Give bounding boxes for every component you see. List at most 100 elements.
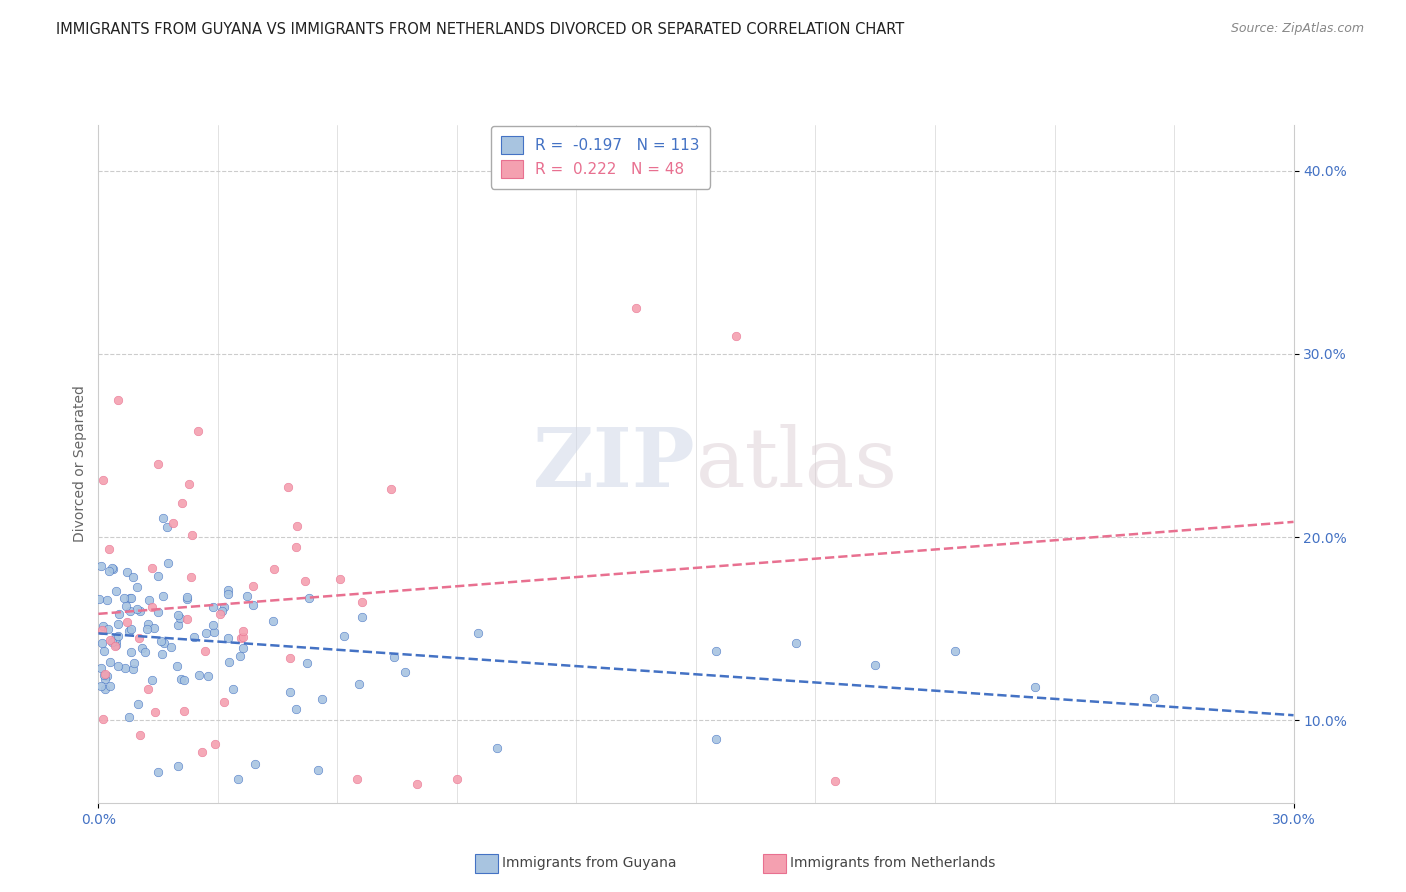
Point <box>204 737 226 751</box>
Point <box>785 636 807 650</box>
Point <box>91 712 114 726</box>
Point <box>294 574 316 589</box>
Point <box>120 604 142 618</box>
Point <box>118 624 141 639</box>
Point <box>93 668 115 682</box>
Point <box>104 632 127 647</box>
Point <box>129 728 152 742</box>
Point <box>156 556 179 570</box>
Point <box>127 602 149 616</box>
Point <box>121 622 143 636</box>
Point <box>90 558 112 573</box>
Point <box>298 591 321 606</box>
Point <box>150 647 173 661</box>
Point <box>94 667 117 681</box>
Point <box>117 615 139 630</box>
Point <box>212 695 235 709</box>
Point <box>307 763 329 777</box>
Point <box>143 705 166 719</box>
Point <box>107 629 129 643</box>
Point <box>136 682 159 697</box>
Point <box>91 636 114 650</box>
Point <box>90 680 112 694</box>
Point <box>136 622 159 636</box>
Point <box>467 626 489 640</box>
Point <box>208 607 231 622</box>
Point <box>105 633 128 648</box>
Point <box>97 622 120 636</box>
Point <box>107 617 129 632</box>
Point <box>201 600 224 615</box>
Point <box>863 658 886 673</box>
Point <box>136 617 159 632</box>
Point <box>176 591 198 605</box>
Point <box>1143 691 1166 706</box>
Point <box>183 630 205 644</box>
Legend: R =  -0.197   N = 113, R =  0.222   N = 48: R = -0.197 N = 113, R = 0.222 N = 48 <box>491 126 710 188</box>
Point <box>115 599 138 614</box>
Point <box>217 582 239 597</box>
Point <box>148 764 170 779</box>
Point <box>128 604 150 618</box>
Point <box>152 589 174 603</box>
Point <box>141 673 163 687</box>
Point <box>202 625 225 640</box>
Point <box>167 759 190 773</box>
Text: IMMIGRANTS FROM GUYANA VS IMMIGRANTS FROM NETHERLANDS DIVORCED OR SEPARATED CORR: IMMIGRANTS FROM GUYANA VS IMMIGRANTS FRO… <box>56 22 904 37</box>
Point <box>277 480 299 494</box>
Point <box>243 756 266 771</box>
Point <box>96 669 118 683</box>
Point <box>166 659 188 673</box>
Point <box>98 541 121 556</box>
Point <box>232 630 254 644</box>
Point <box>107 392 129 407</box>
Point <box>176 612 198 626</box>
Point <box>104 639 127 653</box>
Point <box>724 328 747 343</box>
Point <box>211 604 233 618</box>
Text: atlas: atlas <box>696 424 898 504</box>
Point <box>173 673 195 687</box>
Point <box>278 651 301 665</box>
Point <box>229 649 252 664</box>
Point <box>162 516 184 531</box>
Point <box>107 659 129 673</box>
Point <box>194 625 217 640</box>
Point <box>148 568 170 582</box>
Point <box>704 644 727 658</box>
Point <box>177 477 200 491</box>
Point <box>91 473 114 487</box>
Point <box>122 662 145 676</box>
Point <box>188 667 211 681</box>
Point <box>346 772 368 786</box>
Point <box>156 520 179 534</box>
Point <box>262 614 284 628</box>
Point <box>98 655 121 669</box>
Point <box>232 624 254 639</box>
Point <box>170 495 193 509</box>
Point <box>120 645 142 659</box>
Point <box>167 608 190 623</box>
Point <box>180 528 202 542</box>
Point <box>943 644 966 658</box>
Point <box>131 640 153 655</box>
Point <box>194 644 217 658</box>
Point <box>187 424 209 438</box>
Point <box>285 540 308 554</box>
Point <box>134 645 156 659</box>
Point <box>380 482 402 496</box>
Point <box>295 656 318 670</box>
Point <box>98 564 121 578</box>
Y-axis label: Divorced or Separated: Divorced or Separated <box>73 385 87 542</box>
Point <box>197 669 219 683</box>
Point <box>91 619 114 633</box>
Point <box>824 773 846 788</box>
Point <box>278 685 301 699</box>
Point <box>180 570 202 584</box>
Point <box>347 677 370 691</box>
Point <box>284 701 307 715</box>
Point <box>96 593 118 607</box>
Point <box>176 592 198 607</box>
Point <box>94 681 117 696</box>
Point <box>169 611 191 625</box>
